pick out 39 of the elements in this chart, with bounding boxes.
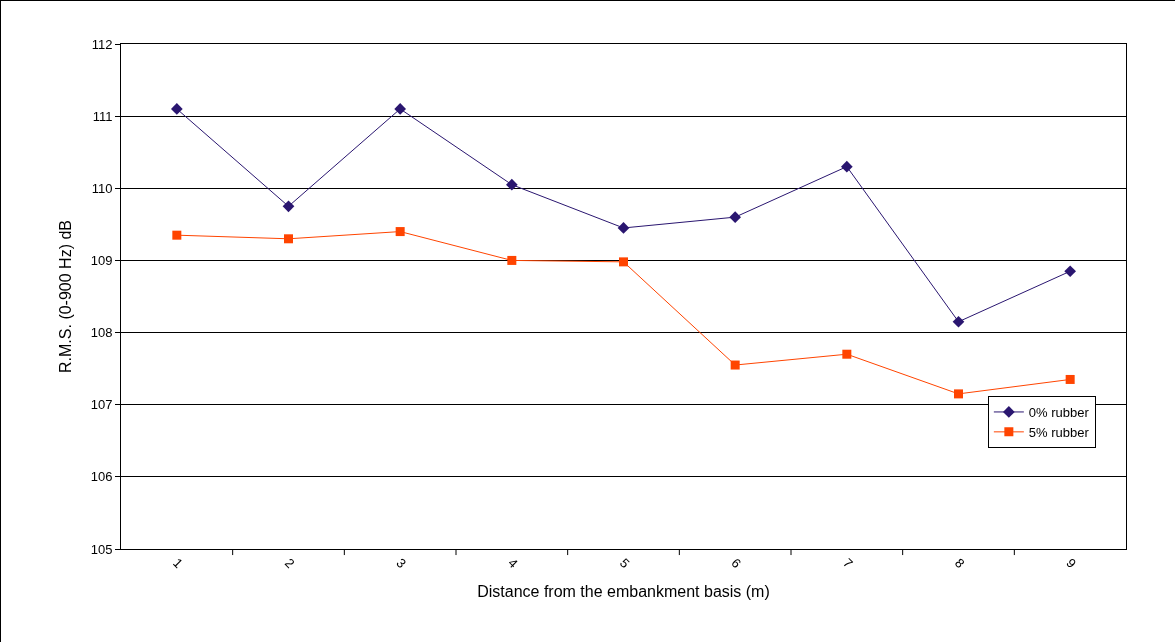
x-tick-label: 9 [1063,555,1080,571]
x-tick-label: 6 [728,555,745,571]
y-tick-label: 110 [91,180,113,196]
point [1065,374,1075,384]
point [170,103,183,115]
point [617,222,630,234]
y-tick-label: 109 [90,252,113,268]
point [954,389,963,399]
point [394,103,407,115]
point [730,360,740,370]
x-tick-label: 2 [281,555,298,571]
point [952,315,965,328]
x-tick-label: 5 [616,555,633,571]
x-tick-label: 8 [951,555,968,571]
point [842,349,852,359]
point [172,230,182,240]
point [505,178,518,191]
y-tick-label: 105 [90,541,113,557]
point [840,160,853,173]
x-tick-label: 7 [840,555,856,571]
x-tick-label: 4 [505,555,521,571]
y-tick-label: 106 [90,469,113,485]
point [507,255,517,265]
y-tick-label: 107 [90,397,113,413]
y-tick-label: 108 [90,325,113,341]
x-axis-title: Distance from the embankment basis (m) [477,582,770,600]
x-tick-label: 1 [170,555,186,571]
y-tick-label: 112 [91,36,113,52]
x-tick-label: 3 [393,555,410,571]
point [395,227,405,237]
point [282,200,295,213]
y-tick-label: 111 [92,108,113,124]
point [729,211,742,223]
point [619,257,628,267]
point [1064,265,1077,278]
legend-label: 0% rubber [1028,405,1090,421]
point [284,234,293,244]
legend-label: 5% rubber [1028,424,1090,440]
y-axis-title: R.M.S. (0-900 Hz) dB [56,220,74,373]
